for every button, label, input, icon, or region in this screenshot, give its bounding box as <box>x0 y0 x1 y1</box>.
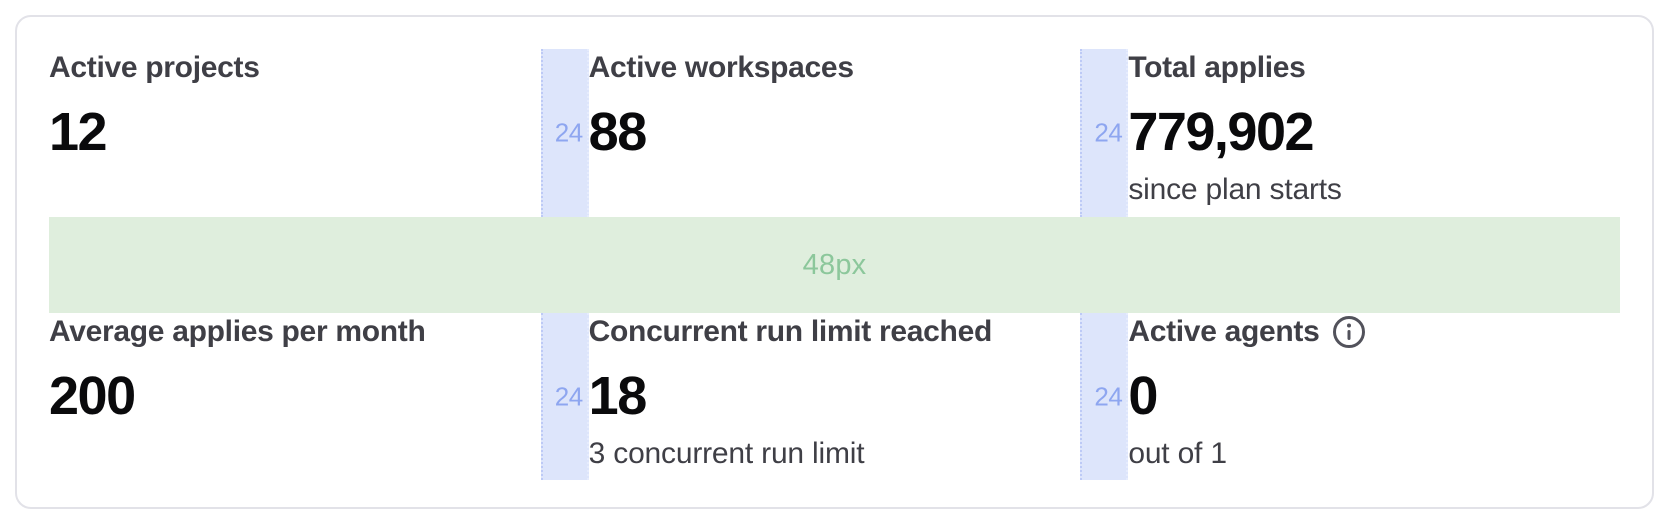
stat-total-applies: Total applies 779,902 since plan starts <box>1128 49 1620 217</box>
stat-value: 12 <box>49 102 108 162</box>
stat-active-projects: Active projects 12 <box>49 49 541 217</box>
stat-label-with-info: Active agents <box>1128 313 1365 351</box>
stat-subtitle: 3 concurrent run limit <box>588 437 865 470</box>
column-gap-size-label: 24 <box>1094 117 1123 148</box>
usage-overview-card: Active projects 12 24 Active workspaces … <box>15 15 1654 509</box>
column-gap-size-label: 24 <box>554 381 583 411</box>
stat-label: Average applies per month <box>49 315 426 348</box>
row-gap-size-label: 48px <box>802 248 867 281</box>
info-circle-icon[interactable] <box>1332 315 1366 349</box>
column-gap-annotation: 24 <box>1080 49 1129 217</box>
stat-active-workspaces: Active workspaces 88 <box>589 49 1081 217</box>
stat-label: Concurrent run limit reached <box>588 315 993 348</box>
stat-value: 0 <box>1128 366 1158 426</box>
column-gap-annotation: 24 <box>540 313 589 480</box>
stat-value: 88 <box>588 102 648 162</box>
stat-subtitle: out of 1 <box>1128 437 1227 470</box>
stat-active-agents: Active agents 0 out of 1 <box>1128 313 1620 480</box>
stat-label: Active agents <box>1128 315 1320 348</box>
stat-value: 18 <box>588 366 648 426</box>
stats-row-bottom: Average applies per month 200 24 Concurr… <box>49 313 1620 480</box>
stat-value: 779,902 <box>1128 102 1314 162</box>
stat-subtitle: since plan starts <box>1128 173 1342 206</box>
column-gap-annotation: 24 <box>540 49 589 217</box>
stat-average-applies-per-month: Average applies per month 200 <box>49 313 541 480</box>
stat-label: Active workspaces <box>588 51 854 84</box>
stats-row-top: Active projects 12 24 Active workspaces … <box>49 49 1620 217</box>
column-gap-annotation: 24 <box>1080 313 1129 480</box>
column-gap-size-label: 24 <box>1094 381 1123 411</box>
row-gap-annotation: 48px <box>49 217 1620 313</box>
column-gap-size-label: 24 <box>554 117 583 148</box>
stat-label: Total applies <box>1128 51 1306 84</box>
stat-concurrent-run-limit-reached: Concurrent run limit reached 18 3 concur… <box>589 313 1081 480</box>
stat-label: Active projects <box>49 51 260 84</box>
stat-value: 200 <box>49 366 136 426</box>
